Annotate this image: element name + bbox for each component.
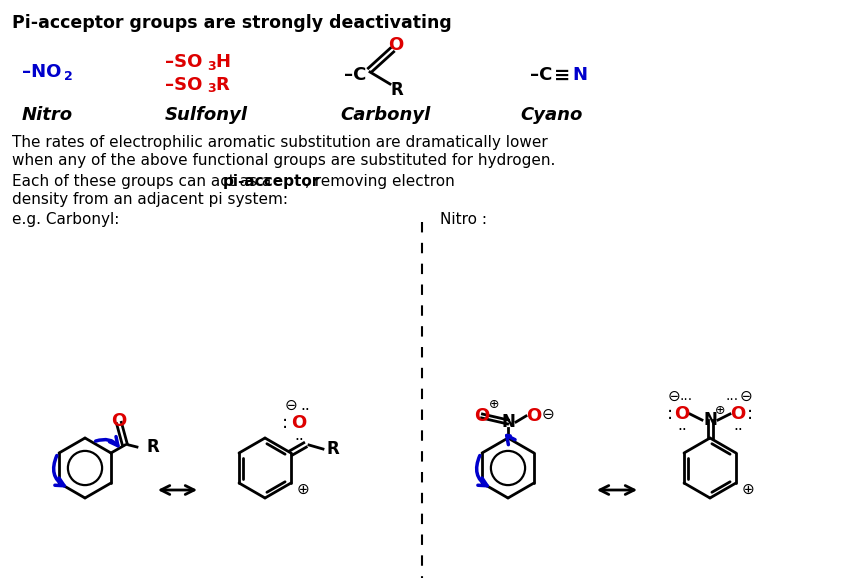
Text: N: N (572, 66, 587, 84)
Text: ⊖: ⊖ (667, 388, 681, 404)
Text: O: O (674, 405, 689, 423)
Text: ..: .. (300, 398, 310, 412)
Text: The rates of electrophilic aromatic substitution are dramatically lower: The rates of electrophilic aromatic subs… (12, 135, 548, 150)
Text: O: O (475, 407, 490, 425)
Text: , removing electron: , removing electron (305, 174, 455, 189)
Text: 3: 3 (207, 82, 215, 96)
Text: Cyano: Cyano (520, 106, 582, 124)
Text: ≡: ≡ (554, 65, 570, 85)
Text: Pi-acceptor groups are strongly deactivating: Pi-acceptor groups are strongly deactiva… (12, 14, 451, 32)
Text: O: O (388, 36, 404, 54)
Text: ..: .. (294, 427, 304, 443)
Text: R: R (390, 81, 403, 99)
Text: –SO: –SO (165, 53, 202, 71)
Text: 2: 2 (64, 69, 73, 82)
Text: Nitro: Nitro (22, 106, 73, 124)
Text: H: H (215, 53, 230, 71)
Text: Nitro :: Nitro : (440, 212, 487, 227)
Text: ⊖: ⊖ (740, 388, 753, 404)
Text: –SO: –SO (165, 76, 202, 94)
Text: R: R (215, 76, 229, 94)
Text: Each of these groups can act as a: Each of these groups can act as a (12, 174, 276, 189)
Text: :: : (747, 405, 753, 423)
Text: pi-acceptor: pi-acceptor (223, 174, 320, 189)
Text: R: R (147, 438, 160, 456)
Text: e.g. Carbonyl:: e.g. Carbonyl: (12, 212, 120, 227)
Text: O: O (292, 414, 306, 432)
Text: :: : (667, 405, 673, 423)
Text: ..: .. (677, 419, 687, 433)
Text: when any of the above functional groups are substituted for hydrogen.: when any of the above functional groups … (12, 153, 556, 168)
Text: R: R (327, 440, 339, 458)
Text: ⊕: ⊕ (714, 404, 726, 416)
Text: Sulfonyl: Sulfonyl (165, 106, 248, 124)
Text: ⊖: ⊖ (285, 398, 298, 412)
Text: ⊕: ⊕ (489, 398, 499, 411)
Text: ⊕: ⊕ (741, 481, 754, 496)
Text: N: N (501, 413, 515, 431)
Text: N: N (703, 411, 717, 429)
Text: ⊕: ⊕ (297, 481, 309, 496)
Text: O: O (526, 407, 542, 425)
Text: ⊖: ⊖ (542, 406, 555, 422)
Text: O: O (111, 412, 127, 430)
Text: Carbonyl: Carbonyl (340, 106, 431, 124)
Text: –C: –C (530, 66, 552, 84)
Text: ...: ... (680, 389, 693, 403)
Text: –C: –C (344, 66, 366, 84)
Text: –NO: –NO (22, 63, 62, 81)
Text: density from an adjacent pi system:: density from an adjacent pi system: (12, 192, 288, 207)
Text: :: : (282, 414, 288, 432)
Text: ...: ... (726, 389, 739, 403)
Text: O: O (730, 405, 746, 423)
Text: ..: .. (733, 419, 743, 433)
Text: 3: 3 (207, 60, 215, 72)
